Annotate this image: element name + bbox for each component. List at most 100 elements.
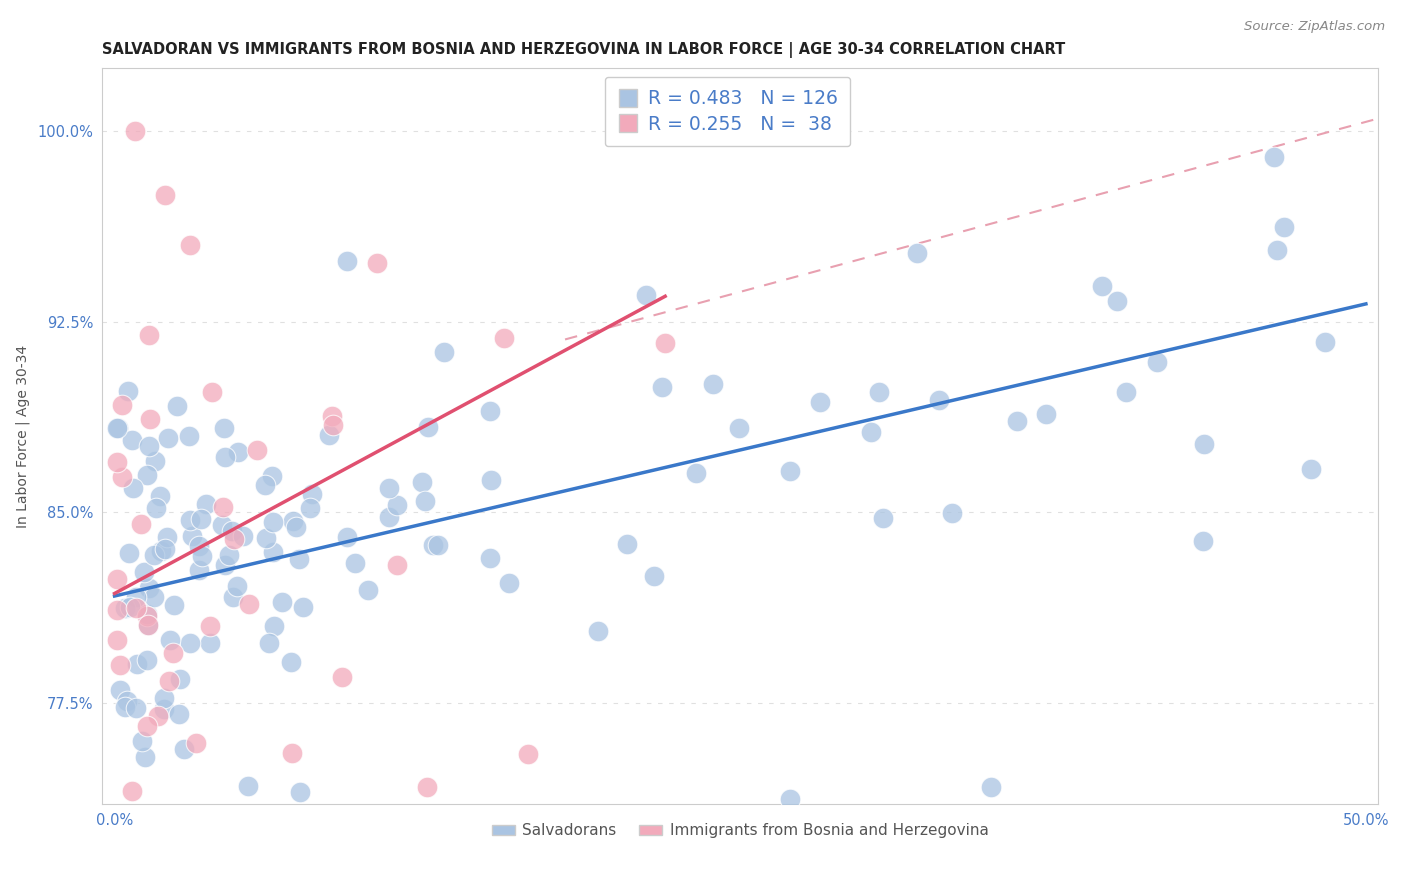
Point — [254, 518, 277, 533]
Point — [214, 569, 236, 583]
Point — [516, 747, 538, 761]
Text: Source: ZipAtlas.com: Source: ZipAtlas.com — [1244, 20, 1385, 33]
Point — [212, 500, 235, 515]
Point — [321, 409, 343, 424]
Point — [153, 187, 176, 202]
Point — [124, 124, 146, 138]
Point — [280, 508, 302, 522]
Point — [120, 681, 142, 695]
Point — [150, 435, 173, 450]
Point — [426, 525, 449, 540]
Point — [212, 688, 235, 702]
Point — [290, 613, 312, 627]
Point — [685, 251, 707, 265]
Point — [1272, 310, 1295, 325]
Point — [108, 555, 131, 569]
Point — [779, 792, 801, 806]
Point — [107, 517, 129, 532]
Point — [173, 527, 195, 541]
Point — [634, 289, 657, 303]
Point — [288, 265, 311, 279]
Point — [111, 470, 134, 484]
Point — [262, 632, 284, 646]
Point — [254, 576, 277, 591]
Point — [285, 695, 308, 709]
Point — [153, 535, 176, 549]
Point — [1091, 394, 1114, 409]
Point — [343, 650, 366, 665]
Point — [1301, 276, 1323, 290]
Point — [263, 704, 285, 718]
Point — [105, 572, 128, 586]
Point — [166, 606, 188, 620]
Point — [366, 255, 388, 269]
Point — [378, 594, 401, 608]
Point — [135, 718, 157, 732]
Point — [143, 466, 166, 480]
Point — [135, 558, 157, 573]
Point — [184, 736, 207, 750]
Point — [1192, 252, 1215, 266]
Y-axis label: In Labor Force | Age 30-34: In Labor Force | Age 30-34 — [15, 344, 30, 527]
Point — [188, 424, 211, 438]
Point — [283, 573, 305, 587]
Point — [179, 577, 201, 591]
Point — [149, 506, 172, 520]
Point — [121, 599, 143, 614]
Point — [132, 781, 155, 796]
Point — [226, 667, 249, 681]
Point — [238, 632, 260, 646]
Point — [194, 669, 217, 683]
Point — [259, 458, 281, 472]
Point — [180, 567, 202, 582]
Point — [117, 669, 139, 683]
Point — [260, 522, 283, 536]
Point — [492, 330, 515, 344]
Point — [222, 532, 245, 546]
Point — [159, 479, 181, 493]
Point — [1035, 219, 1057, 234]
Point — [124, 656, 146, 670]
Point — [114, 586, 136, 600]
Point — [114, 542, 136, 557]
Point — [136, 618, 159, 632]
Point — [200, 619, 222, 633]
Point — [378, 427, 401, 442]
Point — [198, 590, 221, 604]
Point — [146, 708, 169, 723]
Point — [928, 317, 950, 331]
Point — [136, 614, 159, 628]
Point — [872, 516, 894, 531]
Point — [1115, 241, 1137, 255]
Point — [654, 335, 676, 350]
Point — [169, 676, 191, 690]
Point — [222, 598, 245, 612]
Point — [868, 396, 890, 410]
Point — [238, 597, 260, 611]
Point — [138, 327, 160, 342]
Point — [422, 539, 444, 553]
Point — [156, 516, 179, 530]
Point — [616, 638, 638, 652]
Point — [105, 633, 128, 648]
Point — [941, 388, 963, 402]
Point — [179, 238, 201, 252]
Point — [159, 673, 181, 688]
Point — [136, 784, 159, 798]
Point — [478, 464, 501, 478]
Point — [145, 550, 167, 565]
Point — [201, 384, 224, 399]
Point — [588, 373, 610, 387]
Point — [411, 435, 433, 450]
Point — [135, 608, 157, 623]
Point — [281, 746, 304, 760]
Point — [779, 289, 801, 303]
Point — [226, 674, 249, 689]
Point — [246, 443, 269, 458]
Point — [221, 530, 243, 544]
Point — [232, 577, 254, 591]
Point — [479, 425, 502, 440]
Point — [1265, 424, 1288, 438]
Point — [498, 542, 520, 557]
Point — [143, 413, 166, 427]
